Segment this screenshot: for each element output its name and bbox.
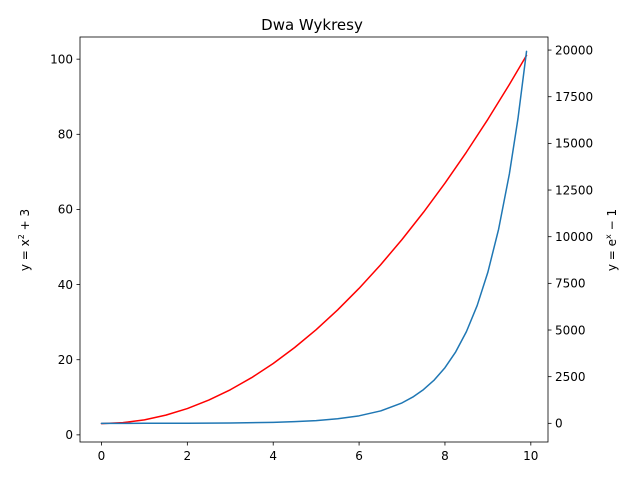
y-right-tick-label: 17500 bbox=[555, 90, 593, 104]
y-right-tick-label: 20000 bbox=[555, 43, 593, 57]
x-tick-label: 6 bbox=[355, 449, 363, 463]
y-right-tick-label: 7500 bbox=[555, 277, 586, 291]
x-tick-label: 10 bbox=[523, 449, 538, 463]
y-left-tick-label: 80 bbox=[58, 128, 73, 142]
y-right-label-prefix: y = e bbox=[605, 239, 619, 271]
series-layer bbox=[100, 50, 528, 425]
y-left-tick-label: 0 bbox=[65, 428, 73, 442]
y-right-tick-label: 5000 bbox=[555, 323, 586, 337]
axes-layer: 0 2 4 6 8 10020406080100025005000750010000125… bbox=[50, 36, 593, 463]
series-line-1 bbox=[100, 54, 528, 425]
x-tick-label: 0 bbox=[98, 449, 106, 463]
series-line-2 bbox=[100, 50, 528, 425]
y-right-tick-label: 12500 bbox=[555, 183, 593, 197]
y-left-tick-label: 20 bbox=[58, 353, 73, 367]
x-tick-label: 8 bbox=[441, 449, 449, 463]
y-left-label-prefix: y = x bbox=[18, 239, 32, 271]
y-left-tick-label: 60 bbox=[58, 203, 73, 217]
y-left-axis-label: y = x2 + 3 bbox=[17, 209, 32, 271]
y-right-tick-label: 15000 bbox=[555, 137, 593, 151]
y-left-tick-label: 100 bbox=[50, 52, 73, 66]
x-tick-label: 4 bbox=[269, 449, 277, 463]
y-right-label-superscript: x bbox=[604, 234, 613, 239]
y-right-axis-label: y = ex − 1 bbox=[604, 209, 619, 271]
plot-frame bbox=[79, 36, 549, 443]
y-right-label-suffix: − 1 bbox=[605, 209, 619, 234]
y-right-tick-label: 0 bbox=[555, 417, 563, 431]
y-left-label-superscript: 2 bbox=[17, 234, 26, 239]
y-left-label-suffix: + 3 bbox=[18, 209, 32, 234]
y-right-tick-label: 2500 bbox=[555, 370, 586, 384]
y-right-tick-label: 10000 bbox=[555, 230, 593, 244]
x-tick-label: 2 bbox=[184, 449, 192, 463]
y-left-tick-label: 40 bbox=[58, 278, 73, 292]
chart-title: Dwa Wykresy bbox=[261, 16, 363, 34]
